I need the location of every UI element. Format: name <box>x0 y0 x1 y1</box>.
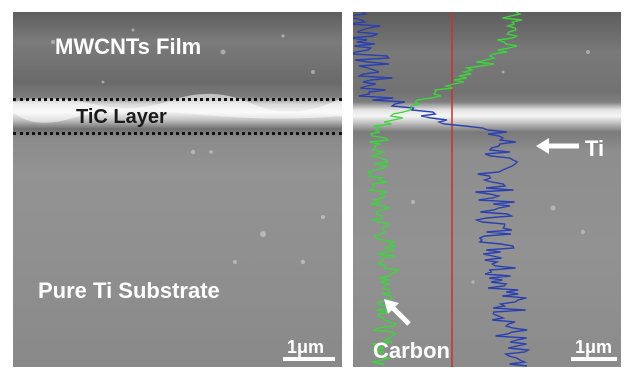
sem-background <box>353 12 621 367</box>
scale-label: 1μm <box>575 337 613 357</box>
surface-texture <box>13 28 342 265</box>
upper-boundary-line <box>13 98 342 101</box>
sem-background <box>13 12 342 367</box>
layer-label: TiC Layer <box>76 106 167 128</box>
substrate-label: Pure Ti Substrate <box>38 278 220 303</box>
lower-boundary-line <box>13 132 342 135</box>
ti-profile-line <box>353 12 531 367</box>
eds-line-scan-image: Ti Carbon 1μm <box>353 12 621 367</box>
scale-bar <box>571 357 617 361</box>
sem-image-cross-section: MWCNTs Film TiC Layer Pure Ti Substrate … <box>13 12 342 367</box>
carbon-arrow-icon <box>384 299 411 326</box>
scale-bar <box>283 357 335 361</box>
scale-label: 1μm <box>287 337 325 357</box>
ti-label: Ti <box>585 136 605 161</box>
ti-arrow-icon <box>536 138 579 154</box>
line-scan-overlay <box>353 12 590 367</box>
film-label: MWCNTs Film <box>55 34 202 59</box>
carbon-label: Carbon <box>373 338 450 363</box>
